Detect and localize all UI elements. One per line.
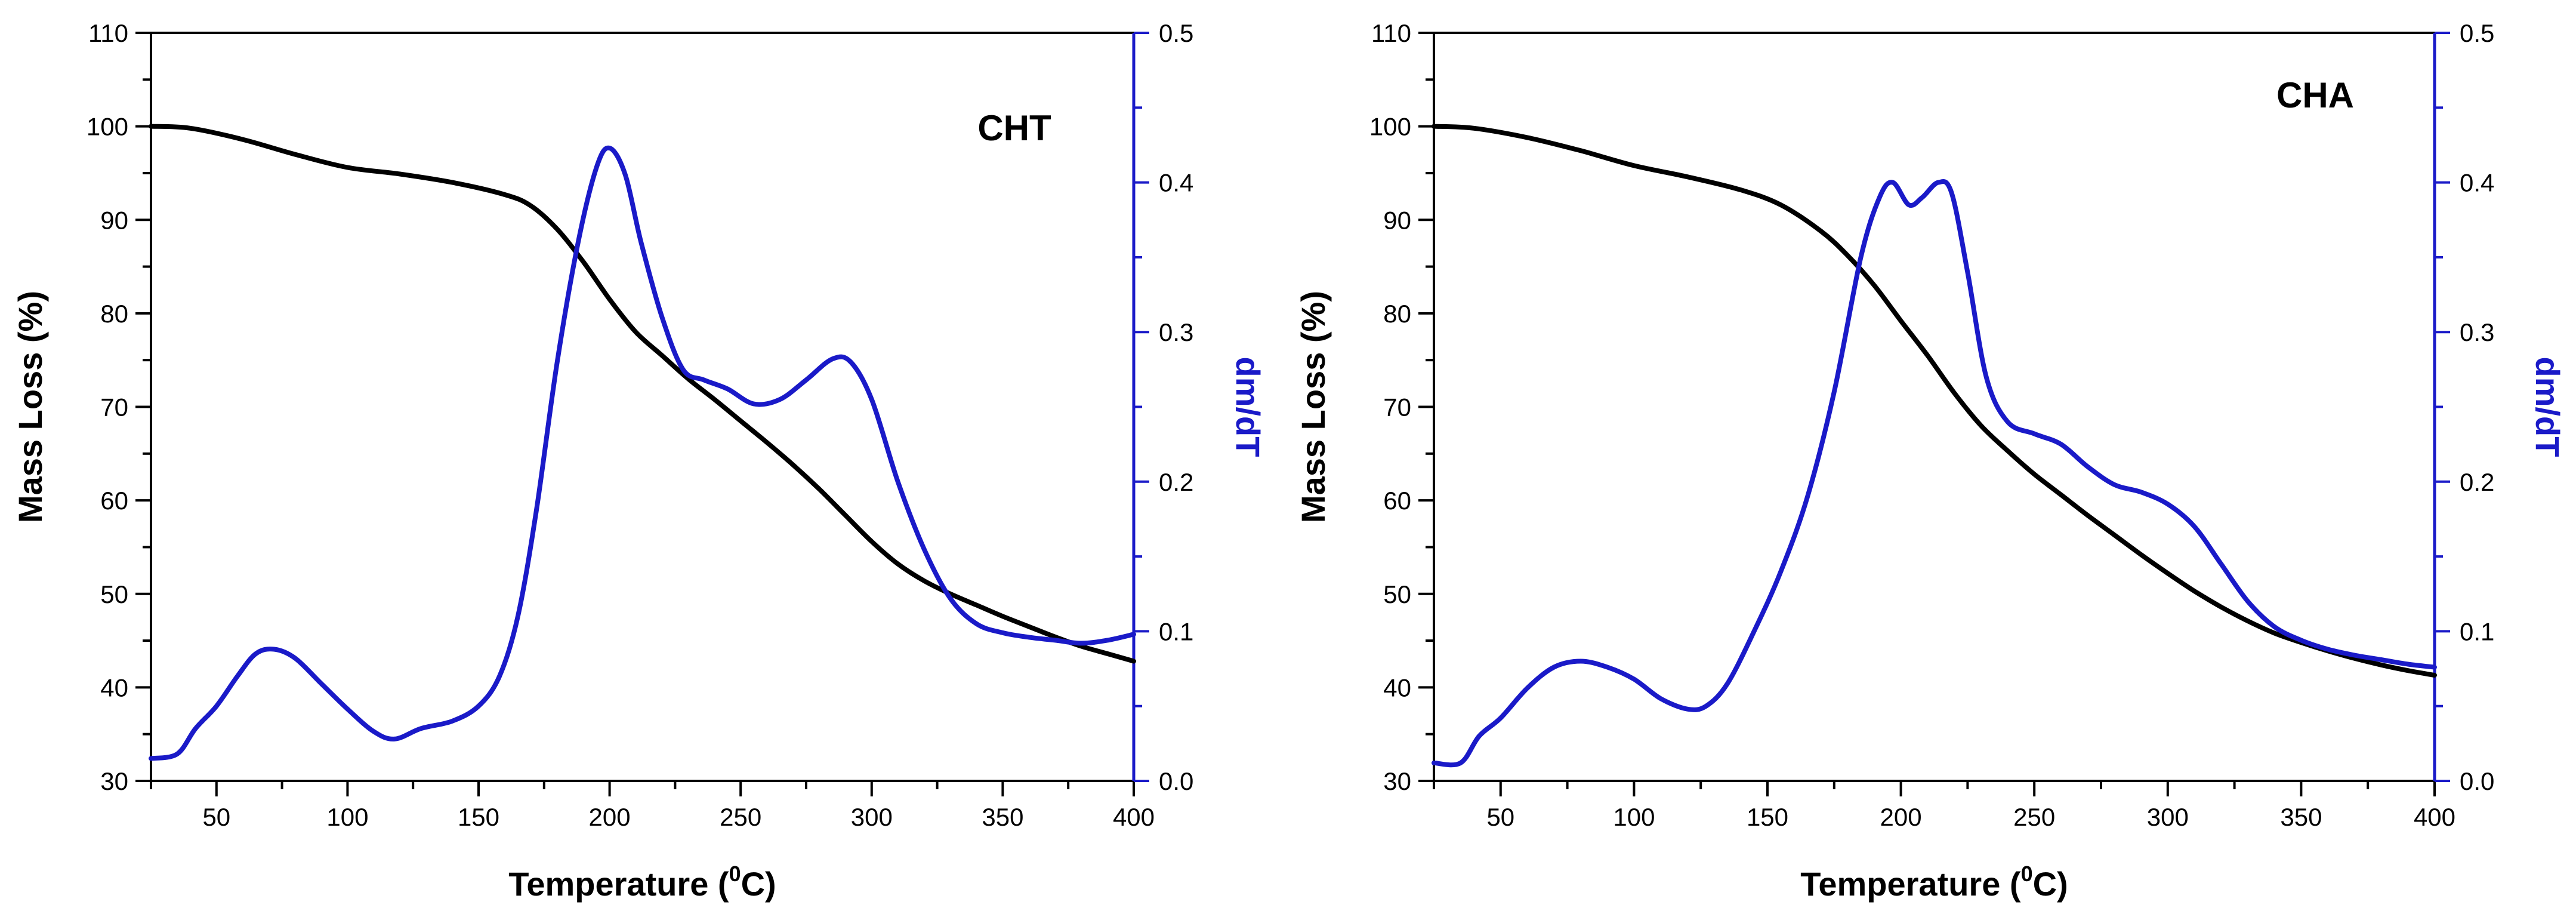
chart-panel-cht: 50 100 150 200 250 300 350 400 30 40 50 60 70 80 90 100… (11, 19, 1267, 903)
x-tick-label: 300 (2147, 803, 2189, 831)
y2-tick-label: 0.5 (1159, 19, 1193, 47)
y-tick-label: 90 (100, 206, 128, 234)
x-tick-label: 50 (1486, 803, 1514, 831)
y-axis-title: Mass Loss (%) (11, 291, 49, 523)
x-tick-label: 100 (1613, 803, 1655, 831)
x-tick-label: 50 (202, 803, 230, 831)
y-tick-label: 40 (100, 673, 128, 701)
y-tick-label: 110 (1371, 19, 1411, 47)
y-tick-label: 50 (1383, 580, 1411, 608)
y2-tick-label: 0.2 (2460, 468, 2494, 496)
x-axis-title: Temperature (0C) (1800, 861, 2068, 903)
x-tick-label: 350 (2280, 803, 2322, 831)
y2-axis-title: dm/dT (2529, 357, 2566, 457)
y-tick-label: 50 (100, 580, 128, 608)
y2-tick-label: 0.4 (2460, 169, 2494, 197)
x-tick-label: 150 (458, 803, 499, 831)
x-tick-label: 250 (720, 803, 761, 831)
y-tick-label: 110 (88, 19, 128, 47)
x-tick-label: 100 (326, 803, 368, 831)
y-tick-label: 80 (100, 300, 128, 328)
y2-tick-label: 0.3 (2460, 318, 2494, 346)
y-tick-label: 70 (100, 393, 128, 421)
y2-tick-label: 0.2 (1159, 468, 1193, 496)
x-tick-label: 300 (851, 803, 893, 831)
y-tick-label: 60 (1383, 487, 1411, 515)
x-tick-label: 200 (1880, 803, 1922, 831)
y2-tick-label: 0.1 (1159, 617, 1193, 645)
panel-label-cha: CHA (2276, 75, 2354, 115)
x-tick-label: 400 (1113, 803, 1155, 831)
y2-tick-label: 0.0 (1159, 767, 1193, 795)
chart-panel-cha: 50 100 150 200 250 300 350 400 30 40 50 60 70 80 90 100… (1294, 19, 2566, 903)
x-tick-label: 200 (589, 803, 631, 831)
x-tick-label: 400 (2414, 803, 2455, 831)
y-tick-label: 100 (1369, 113, 1411, 141)
y-tick-label: 60 (100, 487, 128, 515)
mass-loss-series-line (149, 124, 1136, 664)
y-axis-title: Mass Loss (%) (1294, 291, 1332, 523)
y-tick-label: 30 (100, 767, 128, 795)
y2-tick-label: 0.3 (1159, 318, 1193, 346)
y-tick-label: 30 (1383, 767, 1411, 795)
y2-tick-label: 0.5 (2460, 19, 2494, 47)
y2-tick-label: 0.1 (2460, 617, 2494, 645)
y-tick-label: 100 (87, 113, 128, 141)
x-axis-title: Temperature (0C) (508, 861, 776, 903)
dmdt-series-line (149, 145, 1136, 761)
y-tick-label: 40 (1383, 673, 1411, 701)
x-tick-label: 150 (1747, 803, 1788, 831)
y-tick-label: 70 (1383, 393, 1411, 421)
x-tick-label: 350 (982, 803, 1023, 831)
y2-tick-label: 0.4 (1159, 169, 1193, 197)
y-tick-label: 80 (1383, 300, 1411, 328)
x-tick-label: 250 (2013, 803, 2055, 831)
dmdt-series-line (1432, 179, 2437, 768)
y-tick-label: 90 (1383, 206, 1411, 234)
y2-tick-label: 0.0 (2460, 767, 2494, 795)
y2-axis-title: dm/dT (1229, 357, 1267, 457)
panel-label-cht: CHT (977, 108, 1051, 148)
mass-loss-series-line (1432, 124, 2437, 678)
